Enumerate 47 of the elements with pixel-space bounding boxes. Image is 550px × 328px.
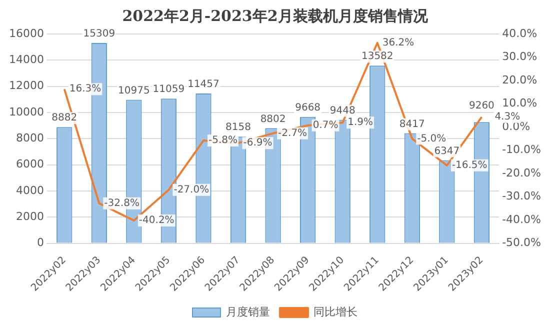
y2-tick-label: -30.0%: [502, 190, 542, 203]
data-label: 16.3%: [69, 84, 102, 95]
data-label: -32.8%: [104, 198, 140, 209]
data-label: 11457: [188, 79, 220, 90]
chart-title: 2022年2月-2023年2月装载机月度销售情况: [122, 6, 429, 25]
data-label: -27.0%: [174, 184, 210, 196]
data-label: 8802: [260, 114, 286, 125]
data-label: 15309: [83, 28, 116, 40]
data-label: -5.8%: [208, 135, 238, 146]
data-label: 9260: [468, 100, 494, 112]
data-label: -40.2%: [138, 215, 174, 226]
data-label: -16.5%: [452, 160, 488, 172]
data-label: 8158: [226, 122, 251, 134]
y2-tick-label: -20.0%: [502, 166, 542, 180]
data-label: 8417: [399, 118, 425, 130]
y2-tick-label: -40.0%: [502, 212, 542, 226]
y-tick-label: 10000: [8, 105, 44, 118]
data-label: -6.9%: [243, 138, 272, 149]
y-tick-label: 6000: [16, 158, 44, 171]
y2-tick-label: 20.0%: [502, 73, 538, 86]
data-label: -2.7%: [278, 128, 308, 139]
data-label: 10975: [118, 85, 150, 96]
y-tick-label: 16000: [8, 26, 44, 40]
data-label: 11059: [152, 84, 185, 96]
y-tick-label: 4000: [16, 184, 44, 197]
y2-tick-label: -10.0%: [502, 143, 542, 156]
y-tick-label: 14000: [8, 53, 44, 66]
y2-tick-label: 30.0%: [502, 50, 538, 64]
y2-tick-label: 40.0%: [502, 26, 538, 40]
data-label: 0.7%: [312, 120, 338, 132]
y-tick-label: 2000: [16, 210, 44, 224]
y-tick-label: 0: [36, 236, 44, 250]
y2-tick-label: -50.0%: [502, 236, 542, 250]
y2-tick-label: 10.0%: [502, 96, 538, 110]
data-label: 13582: [361, 51, 394, 62]
legend-label: 月度销量: [226, 305, 270, 318]
y-tick-label: 12000: [8, 79, 44, 92]
data-label: 6347: [434, 146, 460, 157]
data-label: 9668: [295, 102, 321, 114]
data-label: 1.9%: [348, 117, 373, 128]
data-label: 36.2%: [382, 37, 414, 48]
legend-label: 同比增长: [314, 305, 358, 318]
data-label: 4.3%: [494, 112, 520, 123]
data-label: 8882: [52, 112, 78, 124]
data-label: -5.0%: [417, 133, 446, 144]
y-tick-label: 8000: [16, 132, 44, 145]
data-label: 9448: [330, 105, 356, 116]
